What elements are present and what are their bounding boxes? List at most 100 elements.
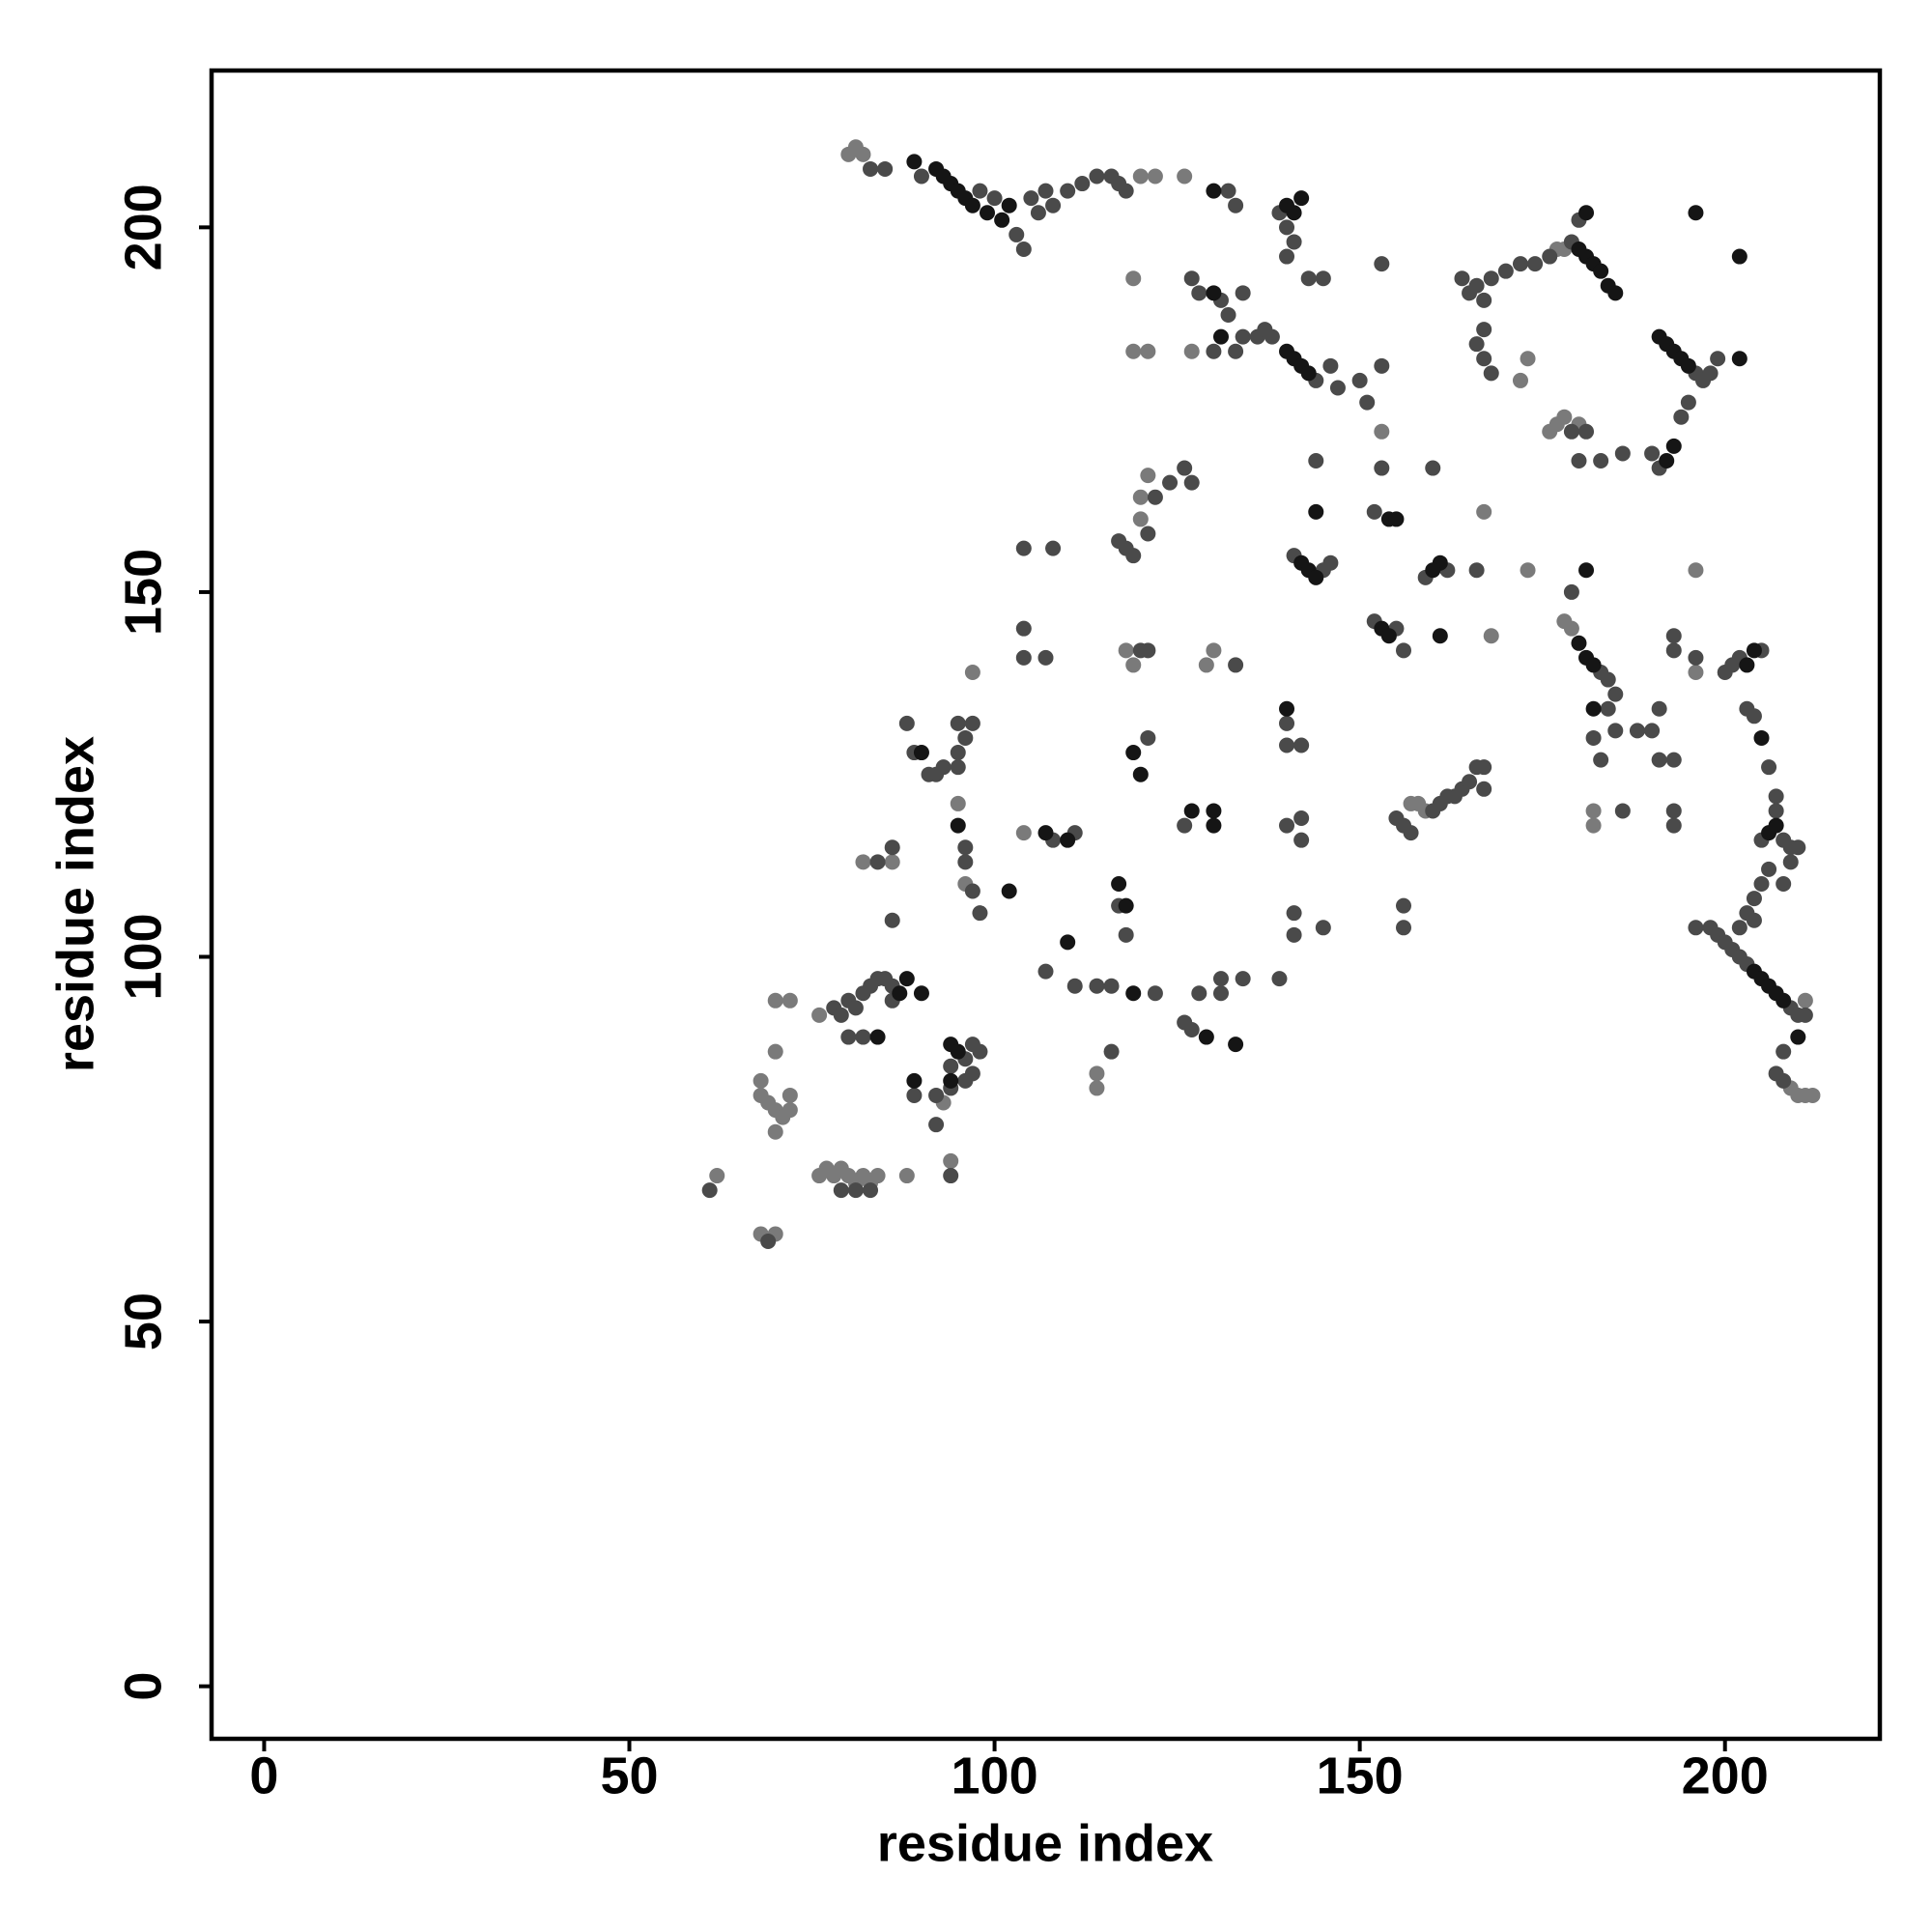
point: [892, 985, 908, 1002]
point: [1089, 978, 1105, 994]
point: [855, 1029, 871, 1045]
point: [1066, 978, 1083, 994]
point: [1162, 474, 1179, 491]
point: [1776, 1072, 1792, 1089]
point: [753, 1072, 769, 1089]
point: [1147, 168, 1163, 185]
x-tick-label: 50: [600, 1747, 658, 1804]
point: [1571, 452, 1587, 469]
point: [1593, 263, 1609, 279]
point: [1585, 729, 1602, 746]
point: [1563, 423, 1579, 440]
point: [767, 992, 783, 1009]
point: [1731, 920, 1747, 936]
point: [884, 854, 900, 870]
point: [906, 1072, 923, 1089]
point: [1286, 205, 1302, 221]
point: [898, 971, 915, 987]
point: [1147, 489, 1163, 505]
point: [1468, 336, 1485, 353]
point: [869, 1168, 886, 1184]
point: [1374, 357, 1390, 374]
point: [964, 883, 980, 899]
point: [767, 1043, 783, 1060]
point: [781, 1102, 798, 1119]
point: [1746, 642, 1762, 659]
point: [767, 1123, 783, 1140]
point: [1665, 628, 1682, 644]
point: [1293, 190, 1310, 207]
point: [1308, 569, 1324, 585]
point: [1183, 1022, 1200, 1038]
point: [1374, 423, 1390, 440]
point: [1462, 774, 1478, 790]
point: [1183, 474, 1200, 491]
point: [1183, 803, 1200, 819]
point: [1191, 985, 1208, 1002]
x-tick-label: 0: [249, 1747, 278, 1804]
point: [1454, 270, 1470, 287]
point: [1731, 351, 1747, 367]
point: [1746, 891, 1762, 907]
point: [1147, 985, 1163, 1002]
point: [847, 1182, 864, 1199]
point: [906, 154, 923, 170]
point: [1118, 183, 1134, 199]
point: [1060, 183, 1076, 199]
point: [1476, 759, 1492, 776]
point: [1220, 183, 1236, 199]
point: [840, 1029, 857, 1045]
point: [1125, 985, 1142, 1002]
point: [1403, 825, 1419, 841]
point: [1001, 883, 1017, 899]
point: [972, 183, 988, 199]
point: [1286, 905, 1302, 922]
point: [1125, 270, 1142, 287]
x-tick-label: 200: [1682, 1747, 1769, 1804]
point: [1235, 328, 1251, 345]
point: [898, 715, 915, 731]
point: [884, 839, 900, 856]
point: [1688, 562, 1704, 579]
point: [1512, 372, 1528, 388]
point: [980, 205, 996, 221]
point: [1585, 657, 1602, 673]
point: [1015, 825, 1032, 841]
point: [1279, 737, 1295, 753]
point: [935, 759, 952, 776]
point: [1768, 788, 1784, 805]
point: [1279, 817, 1295, 834]
point: [760, 1233, 777, 1249]
x-axis-title: residue index: [877, 1814, 1213, 1872]
point: [1578, 562, 1595, 579]
point: [855, 854, 871, 870]
point: [1220, 306, 1236, 323]
point: [1761, 759, 1777, 776]
point: [957, 854, 974, 870]
point: [1351, 372, 1368, 388]
point: [1177, 817, 1193, 834]
point: [1476, 322, 1492, 338]
point: [1651, 752, 1667, 768]
point: [1206, 817, 1222, 834]
y-tick-label: 150: [114, 549, 172, 636]
point: [1425, 460, 1441, 476]
point: [943, 1152, 959, 1169]
point: [928, 1117, 945, 1133]
point: [1308, 503, 1324, 520]
point: [1644, 723, 1661, 739]
point: [1045, 540, 1062, 556]
point: [1731, 248, 1747, 265]
point: [1593, 752, 1609, 768]
point: [1212, 985, 1229, 1002]
point: [950, 715, 966, 731]
point: [1132, 766, 1149, 782]
point: [1264, 328, 1280, 345]
point: [1468, 277, 1485, 294]
point: [1206, 642, 1222, 659]
point: [1206, 803, 1222, 819]
point: [1191, 285, 1208, 301]
point: [1140, 642, 1156, 659]
point: [1015, 620, 1032, 637]
